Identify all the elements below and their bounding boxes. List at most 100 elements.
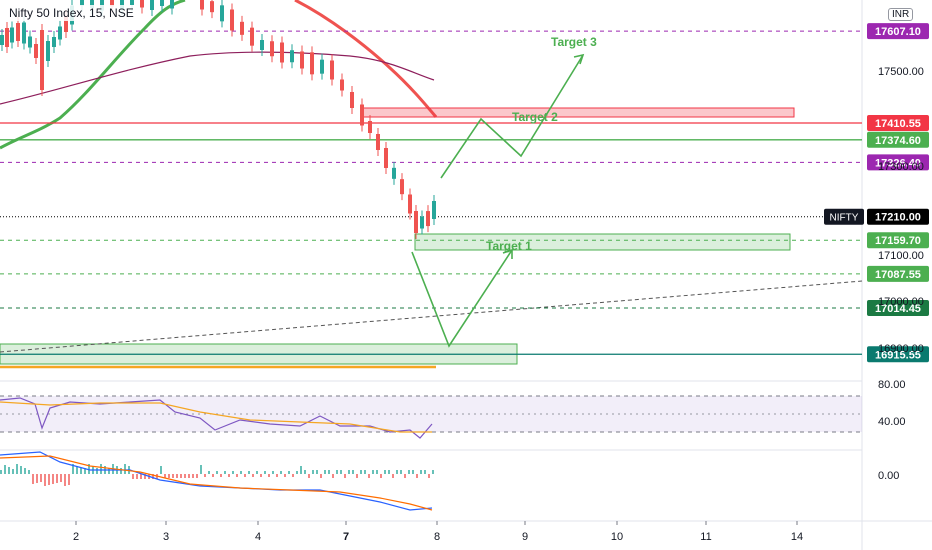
macd-histogram-bar — [12, 469, 14, 474]
x-tick-label: 11 — [700, 531, 711, 543]
candle-body — [220, 5, 224, 22]
macd-histogram-bar — [284, 474, 286, 477]
price-label: 17607.10 — [875, 26, 921, 38]
candle-body — [270, 41, 274, 57]
candle-body — [34, 44, 38, 58]
candle-body — [384, 148, 388, 168]
macd-histogram-bar — [344, 474, 346, 478]
candle-body — [10, 27, 14, 43]
candle-body — [230, 9, 234, 31]
macd-histogram-bar — [20, 466, 22, 474]
candle-body — [52, 37, 56, 47]
moving-average-fast — [0, 0, 186, 150]
macd-histogram-bar — [184, 474, 186, 478]
macd-histogram-bar — [88, 464, 90, 474]
macd-histogram-bar — [348, 470, 350, 474]
price-levels — [0, 30, 862, 355]
candle-body — [160, 0, 164, 6]
candle-body — [140, 0, 144, 8]
projection-upper — [440, 54, 584, 179]
moving-average-medium — [294, 0, 438, 118]
chart-title: Nifty 50 Index, 15, NSE — [6, 5, 137, 21]
macd-histogram-bar — [124, 464, 126, 474]
macd-histogram-bar — [176, 474, 178, 478]
x-tick-label: 8 — [434, 531, 440, 543]
candle-body — [110, 0, 114, 7]
candle-body — [200, 0, 204, 10]
price-label: 17374.60 — [875, 135, 921, 147]
macd-histogram-bar — [312, 470, 314, 474]
x-tick-label: 14 — [791, 531, 803, 543]
macd-histogram-bar — [56, 474, 58, 483]
macd-histogram-bar — [408, 470, 410, 474]
candle-body — [350, 92, 354, 108]
macd-histogram-bar — [424, 470, 426, 474]
macd-histogram-bar — [72, 464, 74, 474]
candle-body — [240, 21, 244, 35]
macd-histogram-bar — [132, 474, 134, 479]
candle-body — [290, 50, 294, 63]
macd-histogram-bar — [340, 470, 342, 474]
macd-histogram-bar — [172, 474, 174, 478]
price-label-box — [867, 300, 929, 317]
trendline — [0, 280, 863, 353]
symbol-tag-box — [824, 208, 864, 225]
macd-histogram-bar — [216, 471, 218, 474]
macd-histogram-bar — [136, 474, 138, 479]
projection-upper-arrowhead — [573, 53, 585, 65]
price-label-box — [867, 346, 929, 363]
macd-histogram-bar — [380, 474, 382, 478]
macd-histogram-bar — [180, 474, 182, 478]
x-tick-label: 7 — [343, 531, 349, 543]
macd-histogram-bar — [160, 466, 162, 474]
macd-histogram-bar — [76, 466, 78, 474]
candle-body — [150, 0, 154, 10]
x-tick-label: 9 — [522, 531, 528, 543]
candle-body — [260, 40, 264, 50]
macd-histogram-bar — [292, 474, 294, 477]
macd-histogram-bar — [24, 468, 26, 474]
time-axis[interactable]: 2 3 4 7 8 9 10 11 14 — [73, 521, 803, 543]
rsi-tick-label: 40.00 — [878, 416, 906, 428]
macd-histogram-bar — [412, 470, 414, 474]
macd-histogram-bar — [432, 470, 434, 474]
candle-body — [420, 216, 424, 229]
macd-histogram-bar — [296, 471, 298, 474]
macd-histogram-bar — [60, 474, 62, 482]
macd-histogram-bar — [256, 471, 258, 474]
price-label: 17410.55 — [875, 118, 921, 130]
y-tick-label: 16900.00 — [878, 343, 924, 355]
price-label-box — [867, 232, 929, 249]
macd-histogram-bar — [252, 474, 254, 477]
macd-histogram-bar — [316, 470, 318, 474]
macd-histogram-bar — [100, 464, 102, 474]
candle-body — [320, 59, 324, 74]
indicator-panes — [0, 395, 862, 511]
macd-histogram-bar — [320, 474, 322, 478]
candle-body — [310, 52, 314, 75]
target-annotations: Target 3 Target 2 Target 1 — [486, 35, 597, 253]
candle-body — [426, 211, 430, 227]
macd-histogram-bar — [428, 474, 430, 478]
macd-histogram-bar — [260, 474, 262, 477]
macd-histogram-bar — [404, 474, 406, 478]
macd-histogram-bar — [304, 470, 306, 474]
price-label-box — [867, 154, 929, 171]
price-label: 16915.55 — [875, 349, 921, 361]
macd-histogram-bar — [276, 474, 278, 477]
macd-histogram-bar — [248, 471, 250, 474]
rsi-signal-line — [0, 401, 432, 433]
price-axis[interactable]: 17607.10 17410.55 17374.60 17326.40 17210.00… — [824, 23, 929, 482]
macd-histogram-bar — [200, 465, 202, 474]
candle-body — [90, 0, 94, 8]
macd-histogram-bar — [332, 474, 334, 478]
candle-body — [300, 51, 304, 69]
candle-body — [392, 167, 396, 179]
price-label-box — [867, 131, 929, 148]
projection-paths — [411, 53, 585, 348]
currency-badge[interactable]: INR — [888, 8, 914, 21]
macd-signal-line — [0, 455, 433, 511]
candle-body — [340, 79, 344, 91]
candle-body — [22, 22, 26, 44]
